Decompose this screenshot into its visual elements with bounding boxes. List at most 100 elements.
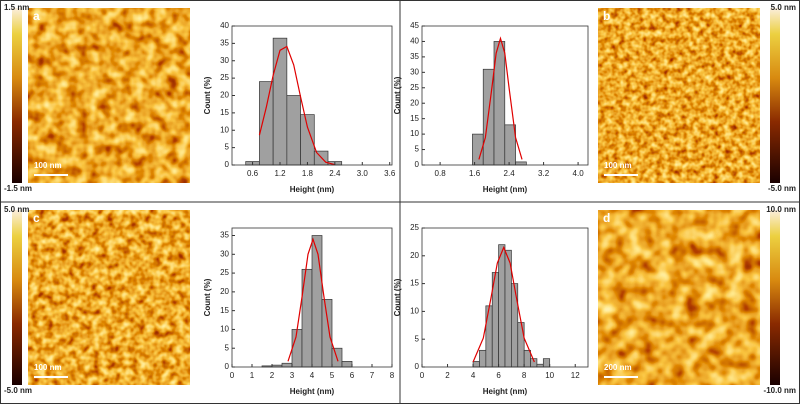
y-tick-label: 15 bbox=[220, 108, 229, 117]
bar bbox=[498, 244, 506, 368]
afm-image bbox=[28, 8, 190, 183]
y-tick-label: 25 bbox=[410, 83, 419, 92]
y-tick-label: 20 bbox=[410, 98, 419, 107]
y-tick-label: 15 bbox=[220, 306, 229, 315]
y-tick-label: 40 bbox=[410, 37, 419, 46]
fit-curve bbox=[258, 45, 336, 166]
y-tick-label: 30 bbox=[220, 249, 229, 258]
colorbar-max: 5.0 nm bbox=[771, 3, 796, 12]
colorbar-max: 5.0 nm bbox=[4, 205, 29, 214]
bar bbox=[542, 358, 551, 368]
colorbar bbox=[12, 210, 22, 385]
colorbar-max: 1.5 nm bbox=[4, 3, 29, 12]
y-tick-label: 15 bbox=[410, 279, 419, 288]
x-tick-label: 2 bbox=[270, 371, 275, 380]
y-tick-label: 5 bbox=[415, 334, 420, 343]
bar bbox=[472, 361, 480, 368]
x-tick-label: 0.8 bbox=[435, 169, 447, 178]
bar bbox=[341, 361, 353, 368]
y-tick-label: 10 bbox=[410, 129, 419, 138]
colorbar bbox=[770, 8, 780, 183]
bar bbox=[511, 283, 519, 368]
fit-curve bbox=[478, 36, 523, 160]
x-axis-label: Height (nm) bbox=[290, 185, 335, 194]
plot-frame bbox=[421, 25, 589, 166]
y-tick-label: 30 bbox=[220, 56, 229, 65]
colorbar-min: -10.0 nm bbox=[764, 386, 796, 395]
x-tick-label: 3.0 bbox=[357, 169, 369, 178]
bar bbox=[523, 349, 531, 368]
fit-curve bbox=[287, 237, 339, 362]
x-axis-label: Height (nm) bbox=[483, 387, 528, 396]
x-tick-label: 5 bbox=[330, 371, 335, 380]
afm-image bbox=[28, 210, 190, 385]
colorbar bbox=[12, 8, 22, 183]
scale-bar-label: 100 nm bbox=[604, 161, 632, 170]
colorbar-min: -5.0 nm bbox=[4, 386, 32, 395]
x-tick-label: 12 bbox=[571, 371, 580, 380]
bar bbox=[291, 329, 303, 368]
x-tick-label: 0 bbox=[420, 371, 425, 380]
panel-label: b bbox=[603, 9, 610, 23]
bar bbox=[536, 363, 544, 368]
panel-label: d bbox=[603, 211, 610, 225]
y-tick-label: 10 bbox=[410, 307, 419, 316]
y-tick-label: 5 bbox=[225, 343, 230, 352]
bar bbox=[286, 95, 301, 166]
x-tick-label: 2.4 bbox=[504, 169, 516, 178]
scale-bar-label: 100 nm bbox=[34, 161, 62, 170]
x-tick-label: 0 bbox=[230, 371, 235, 380]
x-tick-label: 1.8 bbox=[302, 169, 314, 178]
x-tick-label: 8 bbox=[390, 371, 395, 380]
y-tick-label: 0 bbox=[225, 362, 230, 371]
y-tick-label: 35 bbox=[220, 38, 229, 47]
y-tick-label: 5 bbox=[415, 145, 420, 154]
fit-curve bbox=[472, 245, 535, 363]
y-tick-label: 45 bbox=[410, 21, 419, 30]
afm-image bbox=[598, 210, 760, 385]
y-tick-label: 25 bbox=[410, 223, 419, 232]
y-tick-label: 20 bbox=[220, 287, 229, 296]
y-tick-label: 0 bbox=[225, 160, 230, 169]
x-tick-label: 6 bbox=[350, 371, 355, 380]
bar bbox=[321, 299, 333, 368]
y-tick-label: 30 bbox=[410, 67, 419, 76]
x-tick-label: 1 bbox=[250, 371, 255, 380]
y-tick-label: 35 bbox=[410, 52, 419, 61]
x-tick-label: 4.0 bbox=[573, 169, 585, 178]
bar bbox=[479, 349, 487, 368]
y-tick-label: 20 bbox=[410, 251, 419, 260]
colorbar-min: -5.0 nm bbox=[768, 184, 796, 193]
x-tick-label: 1.6 bbox=[469, 169, 481, 178]
x-tick-label: 0.6 bbox=[247, 169, 259, 178]
x-tick-label: 1.2 bbox=[274, 169, 286, 178]
x-tick-label: 2.4 bbox=[329, 169, 341, 178]
bar bbox=[485, 305, 493, 368]
y-axis-label: Count (%) bbox=[203, 76, 212, 114]
x-tick-label: 4 bbox=[310, 371, 315, 380]
bar bbox=[311, 235, 323, 368]
y-axis-label: Count (%) bbox=[393, 76, 402, 114]
y-tick-label: 20 bbox=[220, 91, 229, 100]
bar bbox=[281, 362, 293, 368]
y-tick-label: 10 bbox=[220, 125, 229, 134]
panel-label: c bbox=[33, 211, 40, 225]
x-axis-label: Height (nm) bbox=[290, 387, 335, 396]
bar bbox=[272, 37, 288, 166]
panel-label: a bbox=[33, 9, 40, 23]
y-tick-label: 0 bbox=[415, 362, 420, 371]
x-tick-label: 6 bbox=[496, 371, 501, 380]
x-tick-label: 7 bbox=[370, 371, 375, 380]
scale-bar-label: 100 nm bbox=[34, 363, 62, 372]
scale-bar-label: 200 nm bbox=[604, 363, 632, 372]
afm-image bbox=[598, 8, 760, 183]
colorbar-max: 10.0 nm bbox=[766, 205, 796, 214]
x-tick-label: 10 bbox=[545, 371, 554, 380]
x-tick-label: 3.2 bbox=[538, 169, 550, 178]
bar bbox=[259, 81, 274, 166]
colorbar bbox=[770, 210, 780, 385]
x-tick-label: 2 bbox=[445, 371, 450, 380]
bar bbox=[504, 124, 516, 166]
y-tick-label: 25 bbox=[220, 73, 229, 82]
